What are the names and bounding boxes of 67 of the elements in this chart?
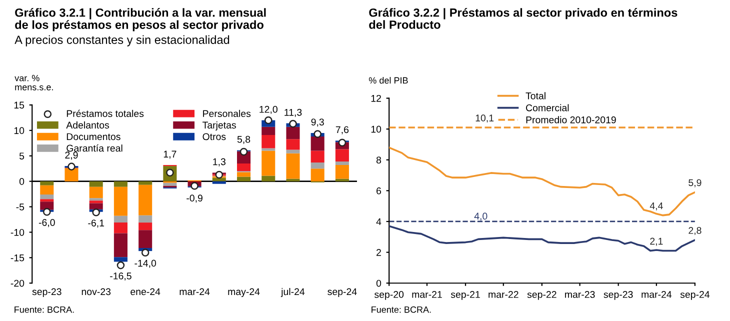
legend-label: Tarjetas xyxy=(202,121,236,130)
data-label: 2,9 xyxy=(65,152,78,160)
data-label: -0,9 xyxy=(186,194,202,203)
x-tick-label: sep-24 xyxy=(328,288,357,298)
annotation: 10,1 xyxy=(476,114,494,123)
data-label: 12,0 xyxy=(260,106,278,114)
y-tick-label: -15 xyxy=(10,254,24,262)
data-label: -6,1 xyxy=(88,220,104,228)
y-tick-label: 0 xyxy=(19,178,24,185)
data-label: 9,3 xyxy=(311,118,324,127)
legend-label: Préstamos totales xyxy=(66,110,144,118)
data-label: -14,0 xyxy=(134,260,156,268)
data-label: 7,6 xyxy=(336,126,349,134)
legend-label: Total xyxy=(526,92,546,100)
y-tick-label: -10 xyxy=(10,228,24,236)
data-label: 11,3 xyxy=(284,108,302,117)
x-tick-label: may-24 xyxy=(228,288,260,298)
y-tick-label: 10 xyxy=(14,127,24,134)
x-tick-label: sep-20 xyxy=(374,291,404,300)
legend-label: Comercial xyxy=(526,104,569,112)
y-tick-label: 10 xyxy=(371,126,382,133)
data-label: 1,7 xyxy=(164,150,176,159)
legend-label: Adelantos xyxy=(66,121,110,129)
chart-title: Gráfico 3.2.1 | Contribución a la var. mensual de los préstamos en pesos al sector privado xyxy=(15,8,266,32)
y-tick-label: 4 xyxy=(376,218,382,226)
legend-label: Documentos xyxy=(66,133,120,140)
y-tick-label: 8 xyxy=(376,156,382,164)
y-tick-label: 15 xyxy=(14,102,24,109)
x-tick-label: sep-24 xyxy=(680,291,710,300)
annotation: 2,1 xyxy=(650,238,663,246)
y-tick-label: 0 xyxy=(376,280,382,287)
x-tick-label: mar-24 xyxy=(642,291,672,298)
ref-line-label: 4,0 xyxy=(474,212,488,221)
annotation: 5,9 xyxy=(688,179,702,188)
chart-title: Gráfico 3.2.2 | Préstamos al sector privado en términos del Producto xyxy=(369,8,678,29)
y-tick-label: 5 xyxy=(19,152,24,160)
y-tick-label: -20 xyxy=(10,280,24,287)
y-tick-label: -5 xyxy=(16,204,24,210)
x-tick-label: nov-23 xyxy=(82,288,111,296)
x-tick-label: ene-24 xyxy=(130,288,160,296)
x-tick-label: sep-22 xyxy=(527,291,556,300)
annotation: 4,4 xyxy=(650,202,663,210)
y-tick-label: 6 xyxy=(376,187,382,194)
chart-subtitle: A precios constantes y sin estacionalidad xyxy=(14,35,230,46)
legend-label: Personales xyxy=(203,110,251,118)
source-note: Fuente: BCRA. xyxy=(372,306,431,313)
data-label: -16,5 xyxy=(110,272,132,281)
x-tick-label: mar-23 xyxy=(565,291,595,298)
x-tick-label: sep-21 xyxy=(450,291,480,300)
legend-label: Garantía real xyxy=(66,144,122,152)
legend-label: Promedio 2010-2019 xyxy=(526,116,616,124)
data-label: -6,0 xyxy=(38,219,55,228)
x-tick-label: mar-24 xyxy=(180,288,210,296)
x-tick-label: jul-24 xyxy=(280,288,305,298)
x-tick-label: sep-23 xyxy=(32,288,62,298)
source-note: Fuente: BCRA. xyxy=(14,306,74,313)
x-tick-label: mar-22 xyxy=(488,291,518,298)
data-label: 5,8 xyxy=(237,136,250,144)
legend-label: Otros xyxy=(202,133,226,140)
x-tick-label: mar-21 xyxy=(412,291,442,298)
x-tick-label: sep-23 xyxy=(604,291,633,300)
data-label: 1,3 xyxy=(213,158,226,166)
y-axis-title: var. % mens.s.e. xyxy=(14,74,53,90)
annotation: 2,8 xyxy=(688,227,702,236)
y-axis-title: % del PIB xyxy=(368,76,408,84)
y-tick-label: 2 xyxy=(376,249,381,256)
y-tick-label: 12 xyxy=(371,94,381,102)
